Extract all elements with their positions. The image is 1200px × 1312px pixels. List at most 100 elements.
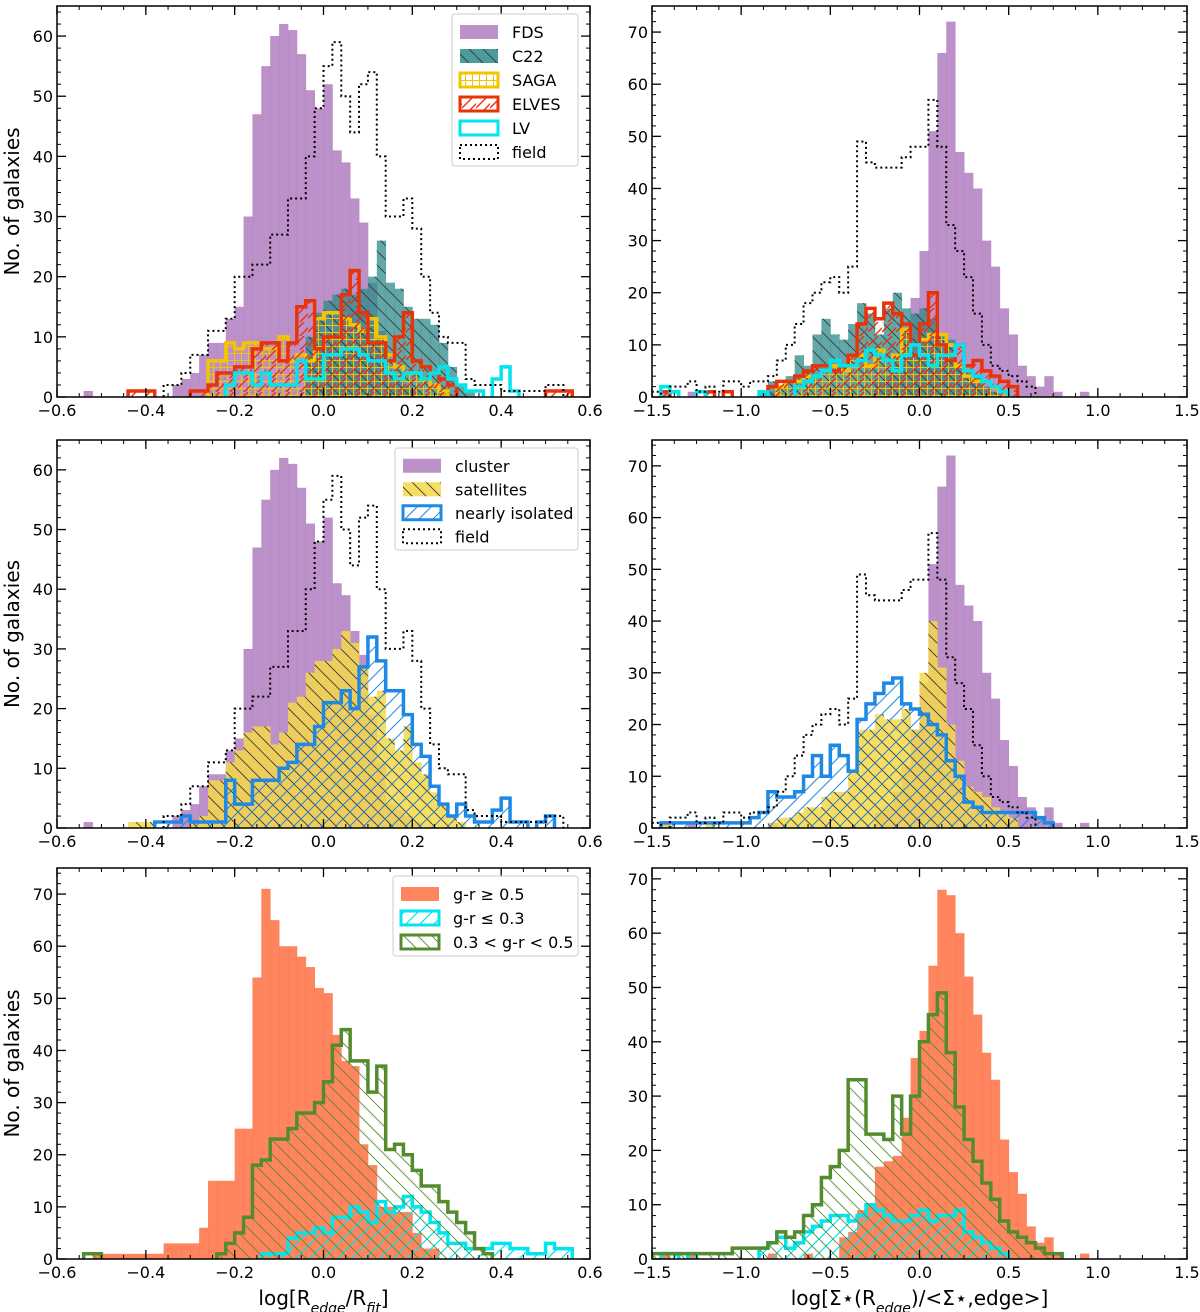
legend-label: g-r ≤ 0.3 [453, 909, 525, 928]
bar [225, 1180, 236, 1259]
bar [252, 114, 262, 397]
x-tick-label: 0.5 [996, 401, 1021, 420]
series-field [652, 532, 1037, 828]
legend-swatch [403, 458, 441, 473]
legend-label: field [455, 527, 490, 546]
y-tick-label: 60 [33, 461, 53, 480]
bar [83, 390, 93, 397]
bar [252, 547, 262, 828]
bar [981, 672, 992, 828]
bar [279, 457, 289, 828]
x-tick-label: 0.4 [488, 832, 513, 851]
bar-hatch [252, 726, 262, 828]
y-tick-label: 30 [628, 232, 648, 251]
bar [296, 487, 307, 828]
bar-hatch [430, 324, 439, 397]
legend-swatch-hatch [403, 482, 441, 497]
bar [964, 976, 974, 1259]
y-tick-label: 0 [43, 1250, 53, 1269]
legend-label: field [512, 143, 547, 162]
bar [323, 84, 333, 397]
legend-swatch-hatch [460, 73, 498, 87]
bar [128, 1253, 138, 1259]
bar-hatch [208, 780, 217, 828]
x-tick-label: 1.0 [1085, 832, 1110, 851]
y-tick-label: 10 [628, 1196, 648, 1215]
x-tick-label: −1.0 [722, 832, 761, 851]
step-outline [652, 991, 1064, 1259]
legend-swatch [459, 144, 499, 160]
bar [181, 378, 191, 397]
bar [937, 486, 947, 828]
bar [190, 804, 200, 828]
y-tick-label: 60 [628, 75, 648, 94]
bar [973, 621, 983, 828]
legend-label: cluster [455, 457, 510, 476]
y-tick-label: 10 [628, 336, 648, 355]
bar [172, 1243, 182, 1259]
y-axis-label: No. of galaxies [0, 127, 24, 275]
bar [216, 1180, 227, 1259]
bar-hatch [412, 318, 422, 397]
legend-label: g-r ≥ 0.5 [453, 885, 525, 904]
legend-label: nearly isolated [455, 504, 573, 523]
bar-hatch [456, 384, 466, 397]
y-tick-label: 30 [33, 1094, 53, 1113]
bar [1044, 376, 1054, 397]
legend-label: LV [512, 119, 530, 138]
step-outline [659, 343, 1011, 397]
panel-top-right: −1.5 −1.0 −0.5 0.0 0.5 1.0 1.5 0 10 20 30 40 50 60 70 [628, 5, 1200, 420]
y-tick-label: 20 [33, 700, 53, 719]
bar [973, 1014, 983, 1259]
y-tick-label: 30 [628, 1087, 648, 1106]
series-elves [126, 268, 574, 397]
series-field [162, 474, 565, 828]
x-tick-label: 0.0 [311, 832, 336, 851]
bar [199, 354, 209, 397]
bar [243, 1128, 253, 1259]
x-tick-label: 1.5 [1174, 832, 1199, 851]
bar [145, 1253, 156, 1259]
y-tick-label: 20 [33, 268, 53, 287]
bar [937, 52, 947, 397]
x-tick-label: 1.0 [1085, 1263, 1110, 1282]
y-tick-label: 70 [628, 457, 648, 476]
x-tick-label: 0.2 [400, 832, 425, 851]
bar-hatch [234, 750, 244, 828]
x-tick-label: −0.4 [126, 1263, 165, 1282]
x-tick-label: −0.4 [126, 401, 165, 420]
x-tick-label: −0.6 [38, 832, 77, 851]
bar [1080, 1253, 1090, 1259]
series-0-3-g-r-0-5 [652, 991, 1064, 1259]
step-outline [126, 268, 574, 397]
y-tick-label: 0 [638, 388, 648, 407]
y-tick-label: 10 [33, 328, 53, 347]
legend: cluster satellites nearly isolated field [394, 447, 579, 551]
x-tick-label: 0.0 [311, 401, 336, 420]
x-tick-label: 0.6 [577, 1263, 602, 1282]
y-tick-label: 60 [33, 937, 53, 956]
step-outline [224, 347, 521, 397]
bar [955, 933, 965, 1259]
bar [190, 1243, 200, 1259]
x-tick-label: 0.0 [907, 1263, 932, 1282]
legend-label: 0.3 < g-r < 0.5 [453, 933, 574, 952]
y-axis-label: No. of galaxies [0, 560, 24, 708]
step-outline [162, 474, 565, 828]
y-tick-label: 50 [628, 127, 648, 146]
y-tick-label: 20 [628, 716, 648, 735]
y-tick-label: 40 [628, 612, 648, 631]
bar [287, 463, 298, 828]
y-tick-label: 40 [628, 1033, 648, 1052]
bar [964, 172, 974, 397]
y-tick-label: 70 [628, 23, 648, 42]
bar [190, 372, 200, 397]
y-tick-label: 40 [33, 580, 53, 599]
y-tick-label: 0 [43, 388, 53, 407]
bar [199, 1227, 209, 1259]
series-lv [659, 343, 1011, 397]
x-tick-label: −0.5 [811, 832, 850, 851]
step-hatch [652, 992, 1063, 1259]
legend-swatch [458, 71, 500, 89]
